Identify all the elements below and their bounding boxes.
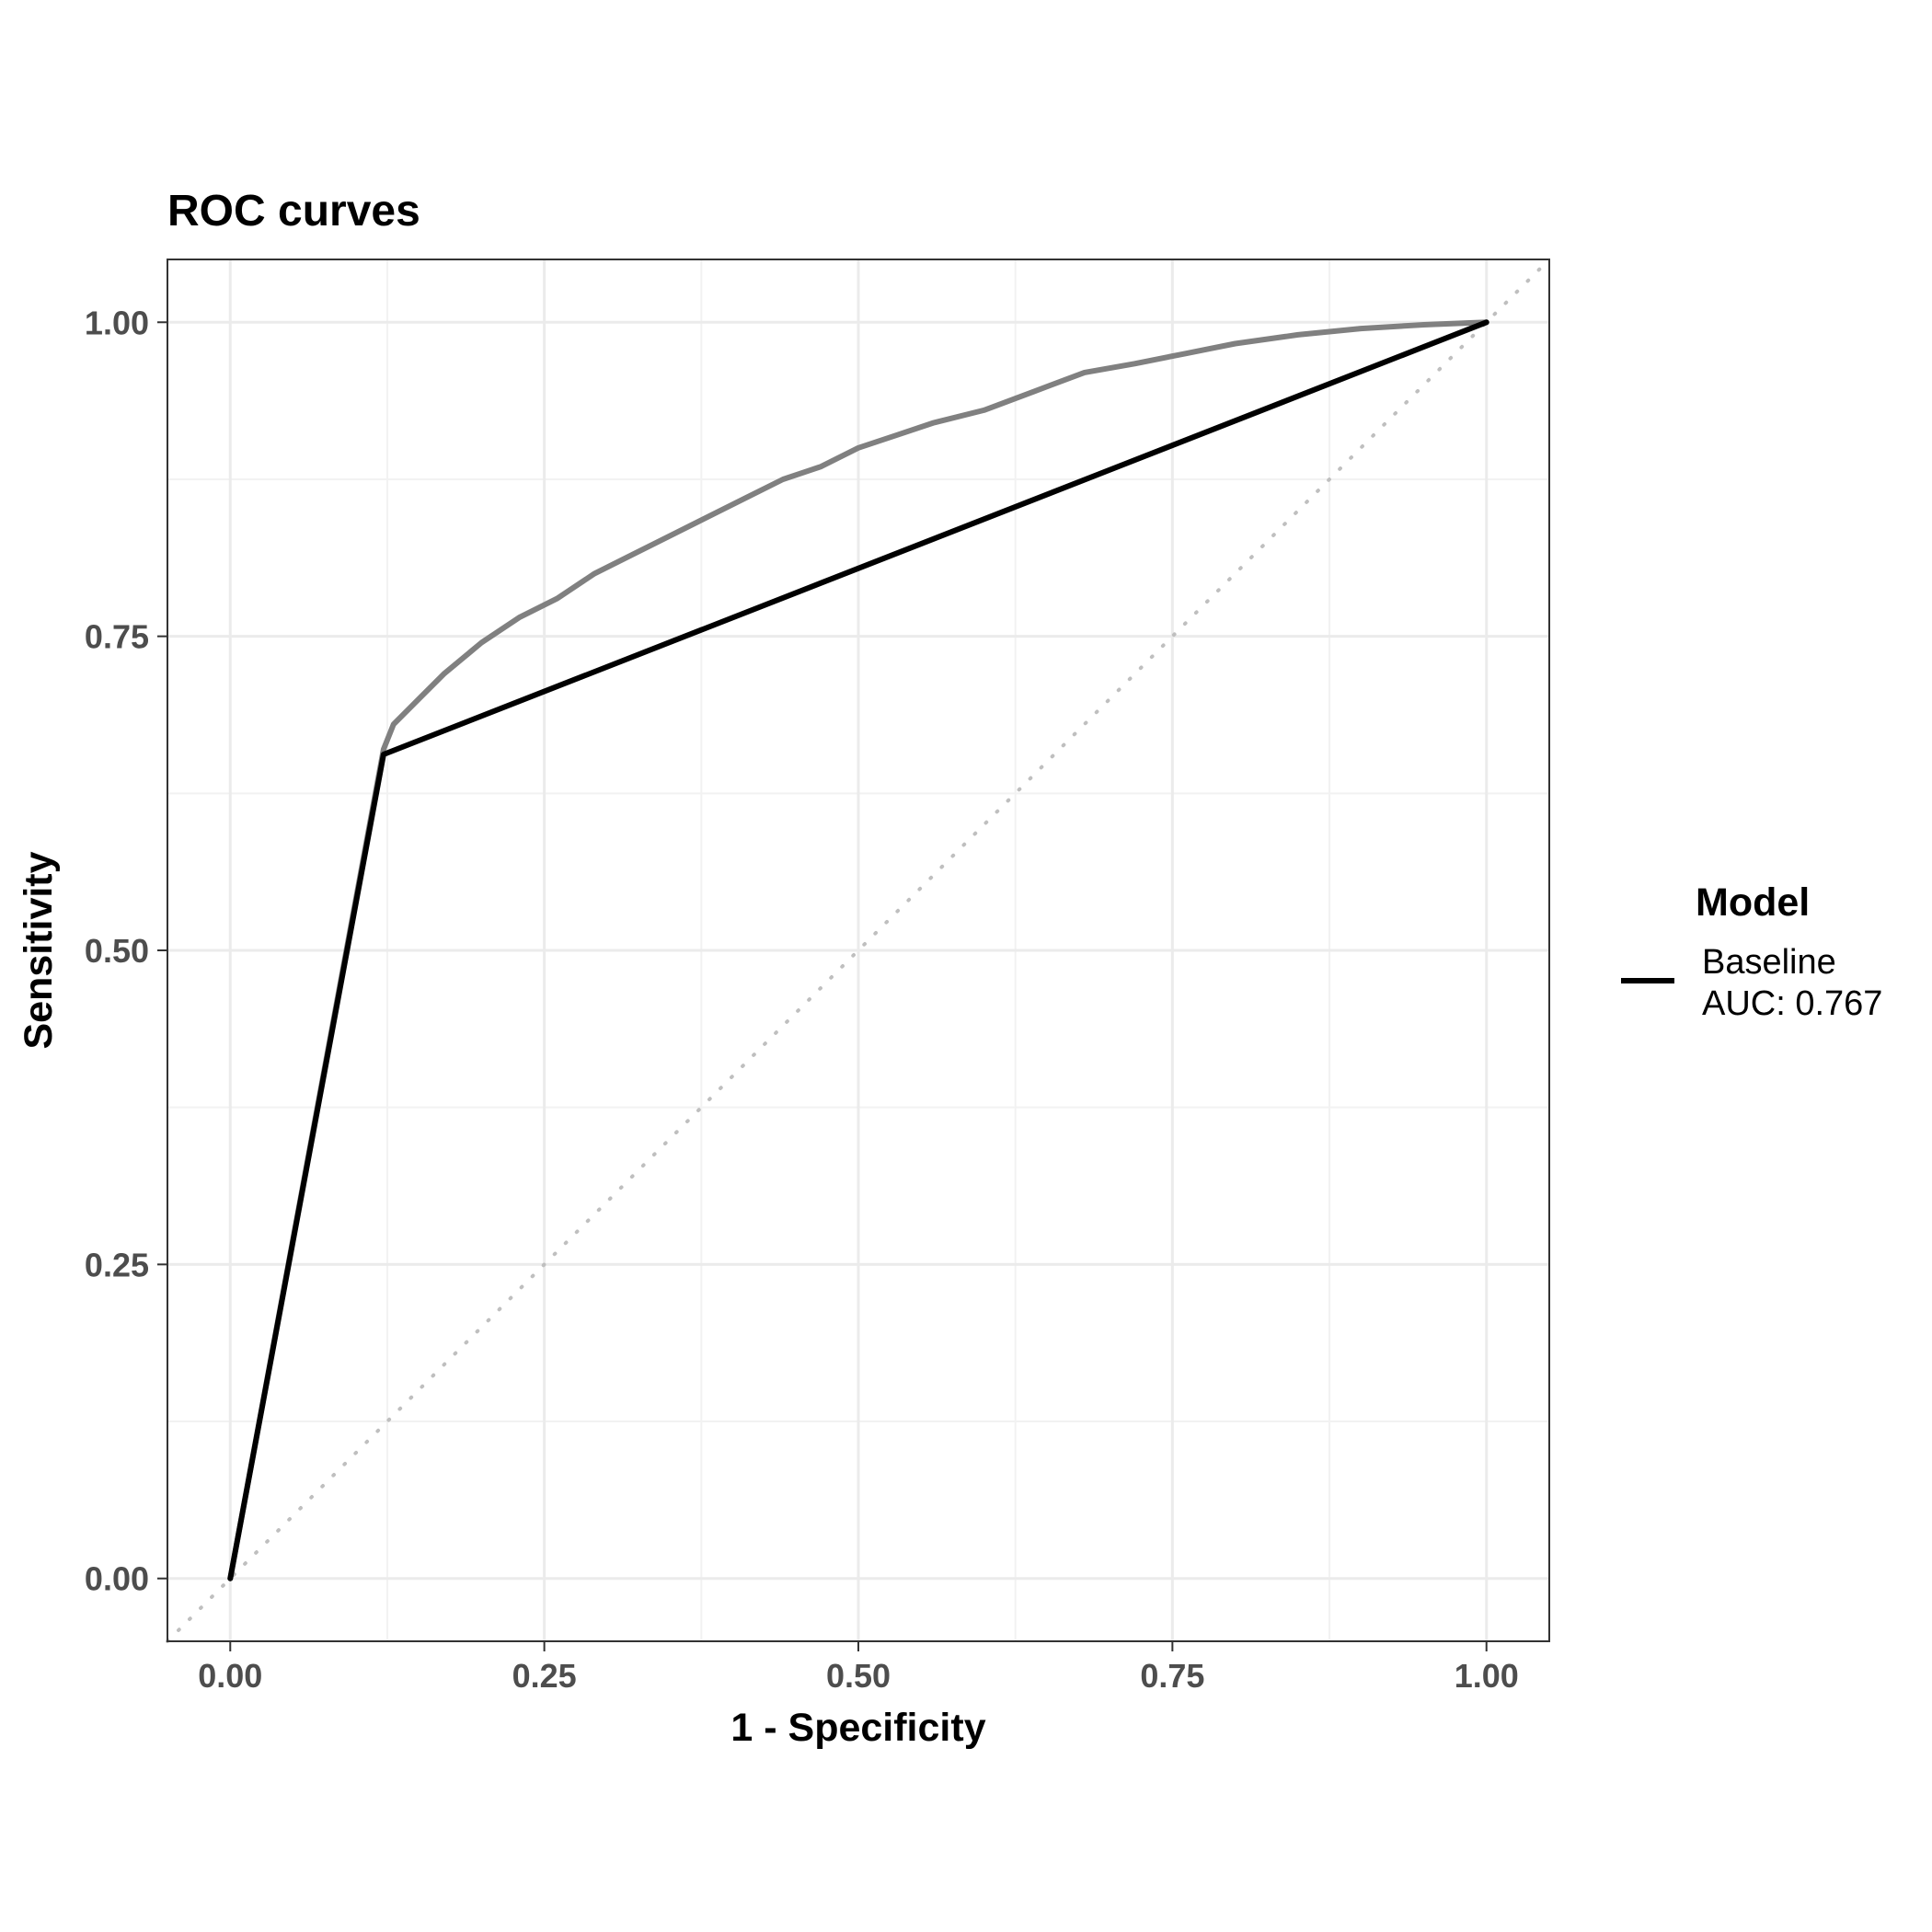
y-tick-label: 0.00 bbox=[85, 1560, 149, 1598]
series-line-roc-curve bbox=[227, 319, 1489, 1581]
x-tick-label: 0.00 bbox=[198, 1657, 262, 1695]
y-tick-label: 1.00 bbox=[85, 304, 149, 341]
y-axis-title: Sensitivity bbox=[17, 851, 61, 1049]
series-line-baseline bbox=[227, 319, 1489, 1581]
x-tick-label: 0.50 bbox=[826, 1657, 891, 1695]
y-tick-label: 0.50 bbox=[85, 932, 149, 970]
x-tick-label: 0.25 bbox=[512, 1657, 577, 1695]
grid-major bbox=[167, 259, 1549, 1641]
series-layer bbox=[166, 258, 1551, 1643]
y-axis-ticks: 0.00 0.25 0.50 0.75 1.00 bbox=[85, 304, 167, 1598]
y-tick-label: 0.25 bbox=[85, 1246, 149, 1283]
legend-auc-baseline: AUC: 0.767 bbox=[1702, 984, 1882, 1023]
x-axis-title: 1 - Specificity bbox=[730, 1706, 985, 1750]
reference-diagonal-line bbox=[166, 258, 1551, 1643]
y-tick-label: 0.75 bbox=[85, 618, 149, 656]
legend-label-baseline: Baseline bbox=[1702, 943, 1836, 982]
legend: Model Baseline AUC: 0.767 bbox=[1621, 880, 1882, 1023]
legend-title: Model bbox=[1696, 880, 1810, 925]
x-tick-label: 1.00 bbox=[1455, 1657, 1519, 1695]
x-tick-label: 0.75 bbox=[1140, 1657, 1204, 1695]
chart-title: ROC curves bbox=[167, 187, 420, 236]
x-axis-ticks: 0.00 0.25 0.50 0.75 1.00 bbox=[198, 1641, 1519, 1695]
